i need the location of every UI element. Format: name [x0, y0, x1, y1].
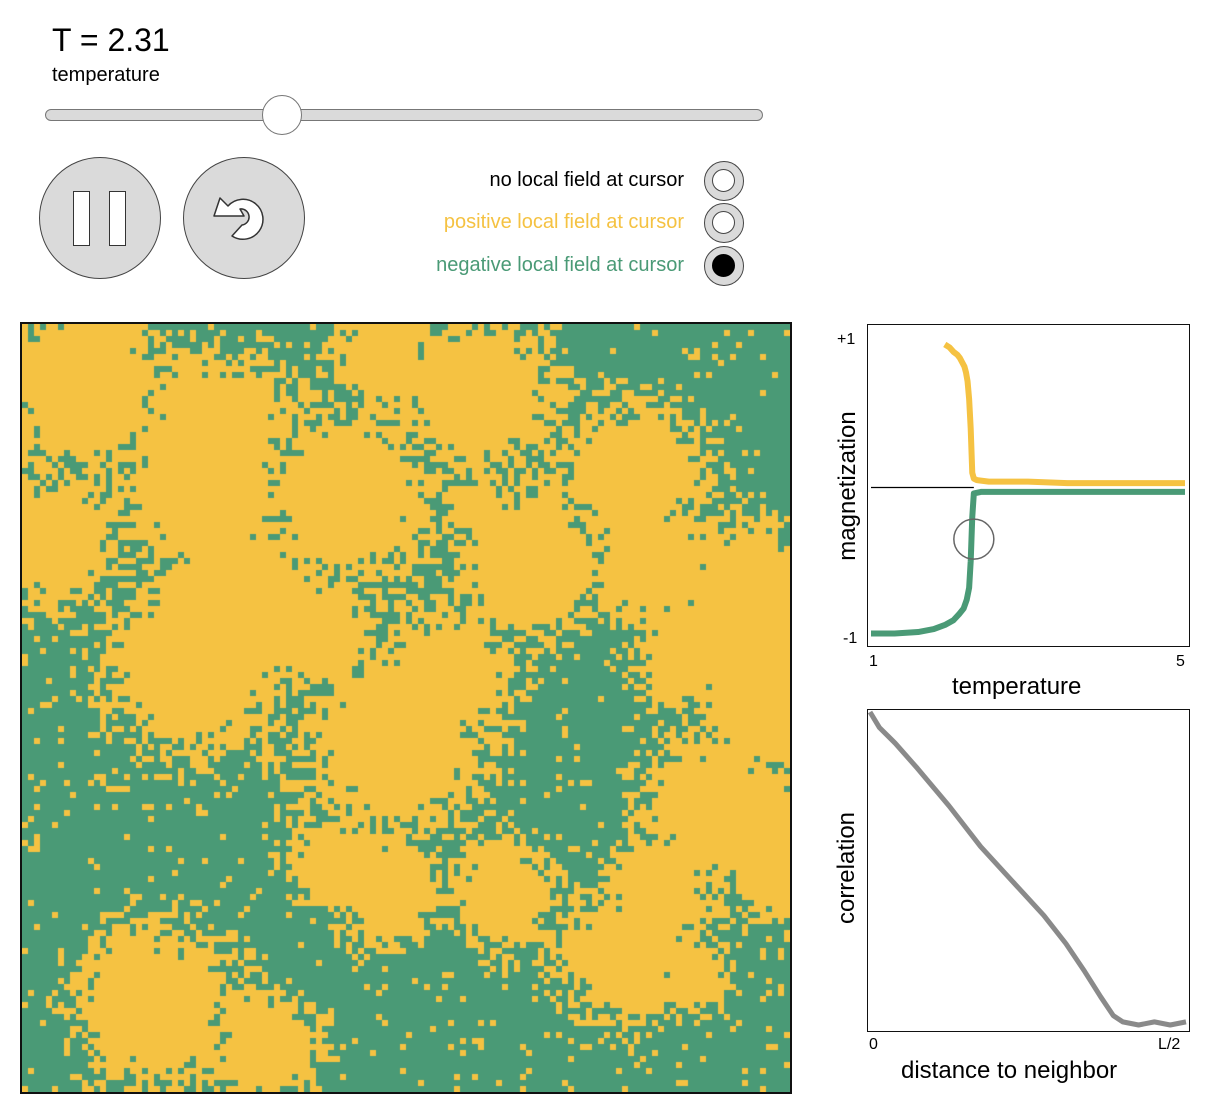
radio-negative-field[interactable]	[704, 246, 744, 286]
temperature-slider-track[interactable]	[45, 109, 763, 121]
magnetization-series-negative	[871, 488, 1185, 637]
radio-no-field[interactable]	[704, 161, 744, 201]
reset-button[interactable]	[183, 157, 305, 279]
correlation-xtick-right: L/2	[1158, 1036, 1181, 1053]
pause-icon	[40, 158, 159, 277]
temperature-slider-handle[interactable]	[262, 95, 303, 135]
magnetization-series-positive	[943, 341, 1185, 487]
correlation-xtick-left: 0	[869, 1036, 878, 1053]
spin-lattice-canvas[interactable]	[22, 324, 790, 1092]
reset-icon	[213, 197, 264, 241]
option-label-negative-field: negative local field at cursor	[436, 254, 684, 276]
temperature-label: temperature	[52, 64, 160, 86]
magnetization-ytick-bottom: -1	[843, 630, 858, 647]
pause-button[interactable]	[39, 157, 161, 279]
magnetization-ylabel: magnetization	[834, 411, 861, 561]
correlation-series	[868, 710, 1187, 1028]
current-temperature-marker	[953, 518, 995, 560]
correlation-ylabel: correlation	[833, 811, 860, 925]
option-label-positive-field: positive local field at cursor	[443, 211, 684, 233]
magnetization-ytick-top: +1	[837, 331, 856, 348]
magnetization-xtick-right: 5	[1176, 653, 1185, 670]
option-label-no-field: no local field at cursor	[489, 169, 684, 191]
radio-positive-field[interactable]	[704, 203, 744, 243]
spin-lattice[interactable]	[20, 322, 792, 1094]
correlation-xlabel: distance to neighbor	[901, 1057, 1118, 1084]
magnetization-xlabel: temperature	[952, 673, 1082, 700]
correlation-plot[interactable]	[867, 709, 1190, 1032]
temperature-readout: T = 2.31	[52, 22, 170, 58]
magnetization-plot[interactable]	[867, 324, 1190, 647]
magnetization-xtick-left: 1	[869, 653, 878, 670]
